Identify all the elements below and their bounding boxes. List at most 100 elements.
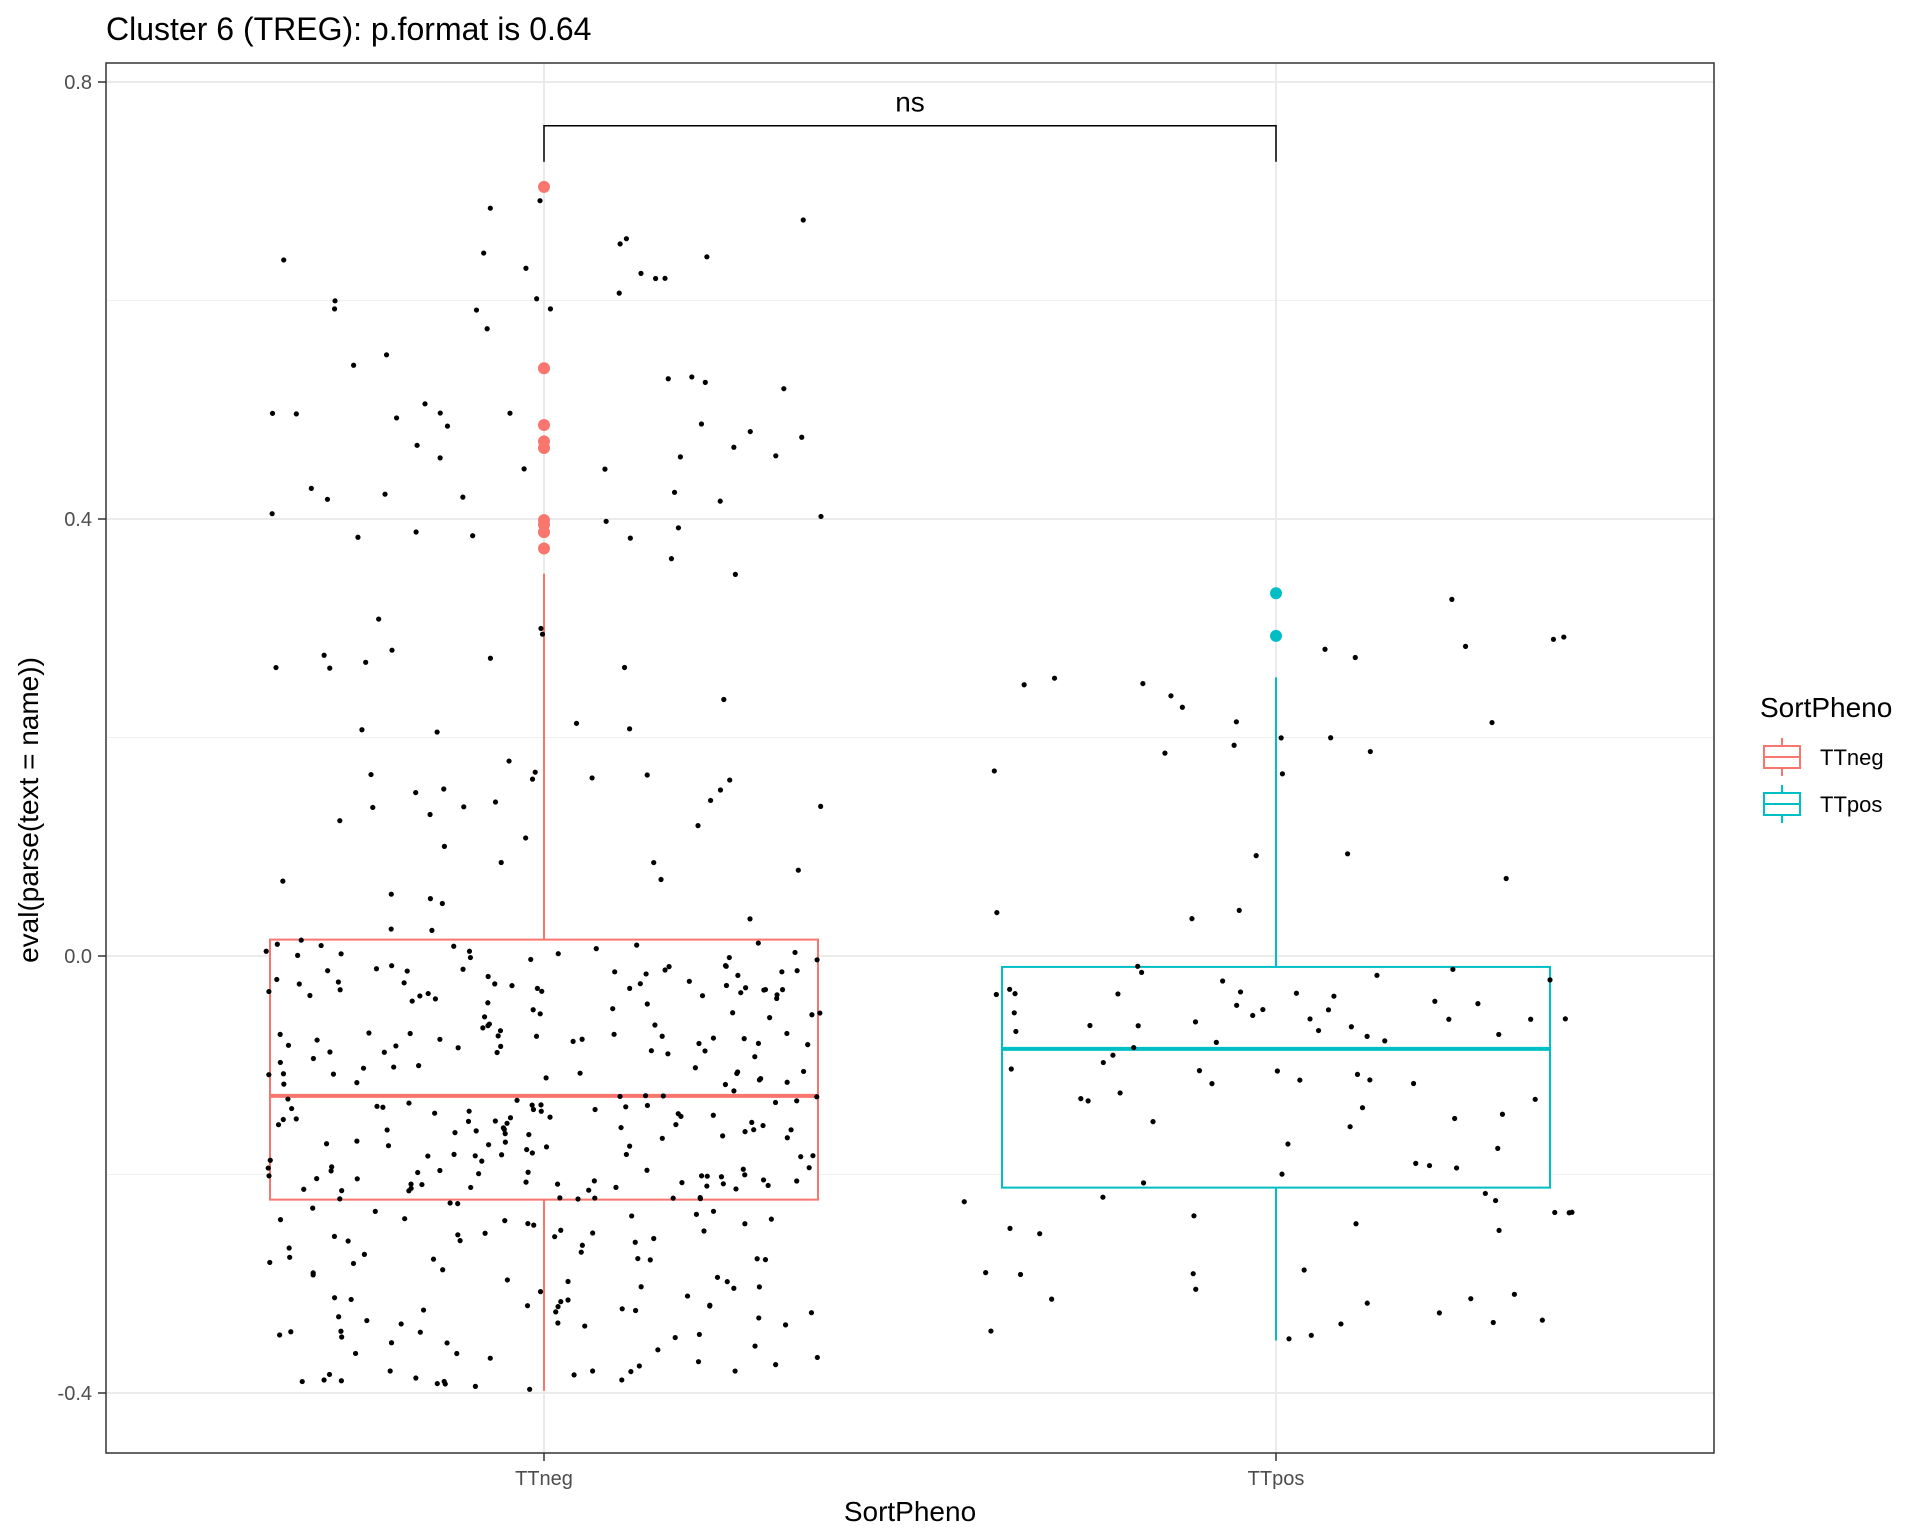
data-point	[613, 1184, 619, 1190]
data-point	[366, 1030, 372, 1036]
data-point	[280, 1116, 286, 1123]
data-point	[623, 236, 629, 242]
data-point	[332, 298, 338, 304]
data-point	[742, 1221, 748, 1227]
box-rect	[1001, 965, 1551, 1189]
data-point	[1561, 634, 1567, 640]
data-point	[589, 775, 595, 781]
data-point	[1279, 1171, 1285, 1177]
data-point	[273, 664, 279, 671]
data-point	[525, 1169, 531, 1175]
data-point	[482, 1230, 488, 1236]
outlier-point	[538, 180, 550, 193]
x-tick-label: TTneg	[515, 1468, 573, 1490]
data-point	[751, 1127, 757, 1133]
data-point	[651, 1235, 657, 1242]
data-point	[281, 257, 287, 263]
data-point	[1562, 1016, 1568, 1022]
data-point	[263, 948, 269, 954]
legend: SortPheno TTneg TTpos	[1760, 692, 1892, 823]
data-point	[727, 777, 733, 783]
data-point	[402, 1216, 408, 1222]
data-point	[642, 1093, 649, 1099]
data-point	[575, 1196, 581, 1202]
data-point	[447, 1200, 453, 1206]
data-point	[779, 969, 785, 975]
data-point	[610, 1006, 616, 1012]
data-point	[1539, 1317, 1545, 1323]
x-axis-title: SortPheno	[844, 1496, 976, 1527]
data-point	[800, 1068, 807, 1075]
data-point	[618, 1124, 624, 1131]
data-point	[723, 982, 730, 989]
data-point	[485, 1142, 492, 1148]
data-point	[523, 265, 529, 271]
data-point	[592, 1106, 598, 1113]
data-point	[398, 1321, 404, 1327]
y-tick-label: 0.0	[64, 946, 92, 968]
data-point	[735, 972, 741, 979]
data-point	[784, 1030, 790, 1037]
data-point	[675, 525, 682, 531]
data-point	[277, 1332, 283, 1338]
data-point	[742, 1129, 748, 1135]
data-point	[364, 1317, 370, 1324]
data-point	[1353, 1221, 1359, 1227]
data-point	[338, 1378, 344, 1384]
legend-entry-TTneg: TTneg	[1763, 738, 1884, 776]
data-point	[473, 307, 480, 313]
data-point	[363, 659, 369, 665]
data-point	[686, 978, 692, 984]
data-point	[337, 1196, 343, 1202]
data-point	[1117, 1090, 1123, 1096]
data-point	[537, 198, 543, 204]
data-point	[376, 616, 382, 622]
data-point	[1308, 1332, 1314, 1338]
data-point	[467, 954, 474, 961]
data-point	[321, 1377, 327, 1383]
data-point	[755, 940, 761, 946]
data-point	[554, 1181, 561, 1187]
data-point	[644, 1001, 650, 1007]
data-point	[814, 957, 820, 963]
data-point	[731, 444, 737, 450]
data-point	[1449, 596, 1455, 602]
data-point	[590, 1368, 596, 1374]
data-point	[781, 386, 787, 392]
data-point	[308, 485, 314, 491]
data-point	[1301, 1267, 1307, 1273]
data-point	[1532, 1096, 1538, 1102]
data-point	[652, 1022, 658, 1028]
data-point	[275, 1122, 282, 1128]
data-point	[440, 1267, 446, 1273]
data-point	[404, 968, 410, 974]
data-point	[768, 1216, 774, 1222]
data-point	[666, 964, 672, 970]
data-point	[696, 1040, 702, 1047]
data-point	[731, 1088, 737, 1094]
data-point	[414, 442, 420, 448]
data-point	[755, 1040, 762, 1047]
data-point	[738, 990, 744, 996]
data-point	[1496, 1227, 1502, 1234]
data-point	[1115, 991, 1121, 997]
jitter-points-TTneg	[263, 198, 824, 1392]
data-point	[481, 1014, 488, 1020]
data-point	[643, 971, 649, 977]
data-point	[1307, 1016, 1313, 1022]
data-point	[760, 1122, 766, 1129]
data-point	[1193, 1286, 1199, 1292]
data-point	[338, 1328, 344, 1334]
data-point	[644, 772, 650, 778]
data-point	[387, 1368, 393, 1374]
data-point	[280, 878, 286, 884]
data-point	[310, 1055, 316, 1062]
data-point	[1274, 1068, 1280, 1074]
data-point	[485, 973, 491, 980]
data-point	[425, 990, 431, 997]
data-point	[814, 1354, 820, 1361]
data-point	[1021, 682, 1027, 688]
data-point	[401, 980, 407, 986]
outlier-point	[538, 362, 550, 375]
data-point	[530, 1007, 536, 1013]
